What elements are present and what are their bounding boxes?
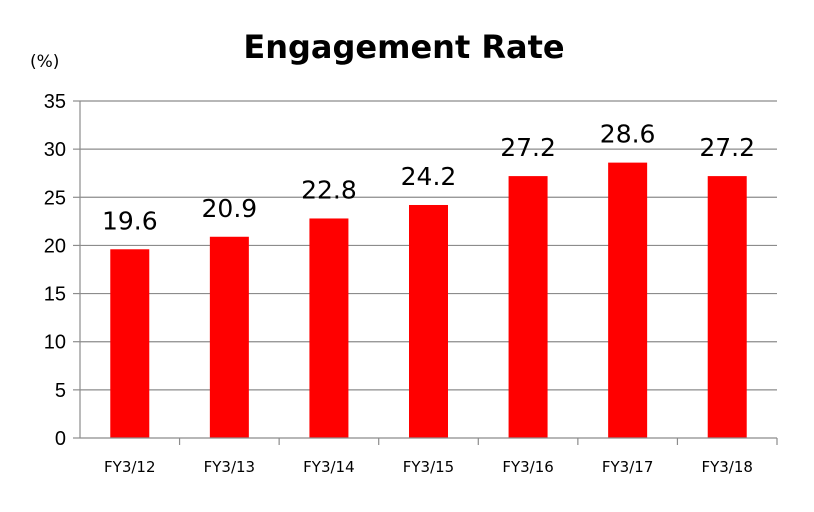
y-tick-label: 25 (44, 187, 66, 209)
axes: 0 5 10 15 20 25 30 35 FY3/12 FY3/13 FY3/14 FY3/15 FY… (44, 91, 778, 476)
x-tick-label: FY3/12 (104, 458, 155, 476)
data-label: 28.6 (600, 120, 656, 149)
data-label: 27.2 (699, 133, 755, 162)
bar (110, 249, 150, 438)
y-unit-label: (%) (30, 52, 59, 72)
y-tick-label: 10 (44, 332, 66, 354)
data-label: 24.2 (401, 162, 457, 191)
x-tick-label: FY3/18 (701, 458, 752, 476)
x-tick-label: FY3/14 (303, 458, 354, 476)
data-label: 20.9 (202, 194, 258, 223)
bars (110, 162, 747, 439)
bar (707, 176, 747, 439)
y-tick-label: 15 (44, 284, 66, 306)
y-tick-label: 0 (55, 428, 66, 450)
x-tick-label: FY3/15 (403, 458, 454, 476)
x-tick-label: FY3/13 (204, 458, 255, 476)
y-tick-label: 5 (55, 380, 66, 402)
data-label: 22.8 (301, 175, 357, 204)
bar (409, 204, 448, 438)
bar (309, 218, 349, 438)
bar (209, 236, 249, 438)
bar (508, 176, 548, 439)
data-labels: 19.6 20.9 22.8 24.2 27.2 28.6 27.2 (102, 120, 755, 236)
x-tick-label: FY3/17 (602, 458, 653, 476)
x-tick-label: FY3/16 (502, 458, 553, 476)
y-tick-label: 35 (44, 91, 66, 113)
chart-title: Engagement Rate (243, 28, 564, 66)
y-tick-label: 20 (44, 235, 66, 257)
bar (608, 162, 648, 438)
data-label: 19.6 (102, 206, 158, 235)
data-label: 27.2 (500, 133, 556, 162)
y-tick-label: 30 (44, 139, 66, 161)
